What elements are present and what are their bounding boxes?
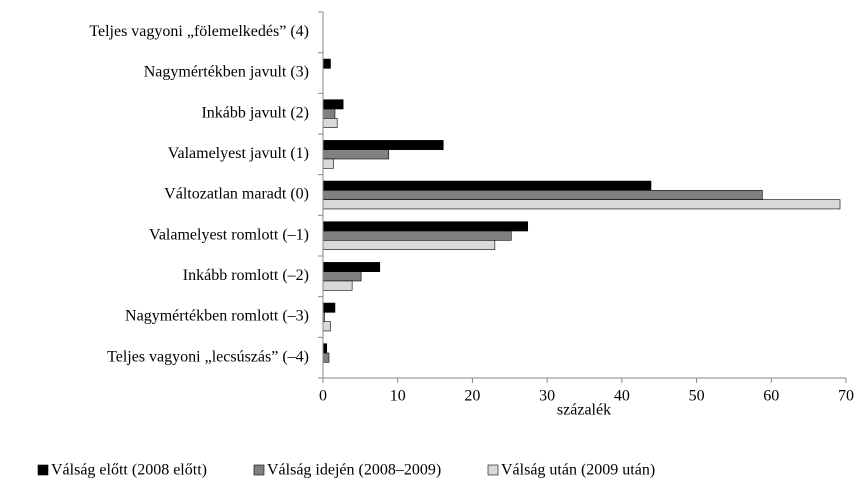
bar (322, 118, 338, 128)
y-tick-label: Valamelyest javult (1) (168, 145, 309, 162)
bar (322, 108, 336, 119)
y-tick-label: Változatlan maradt (0) (164, 186, 309, 203)
legend-label: Válság után (2009 után) (501, 462, 655, 479)
x-tick-label: 10 (390, 388, 406, 405)
legend-label: Válság idején (2008–2009) (267, 462, 441, 479)
x-tick-label: 0 (319, 388, 327, 405)
bar (322, 158, 334, 169)
x-tick-label: 50 (689, 388, 705, 405)
bar (322, 343, 328, 354)
y-tick-label: Teljes vagyoni „fölemelkedés” (4) (89, 23, 309, 40)
x-tick-label: 30 (539, 388, 555, 405)
bar (322, 240, 496, 250)
bar (322, 180, 652, 191)
bar (322, 221, 529, 232)
legend-label: Válság előtt (2008 előtt) (51, 462, 207, 479)
y-tick-label: Nagymértékben javult (3) (144, 64, 309, 81)
legend-swatch (253, 464, 265, 476)
bar (322, 321, 331, 332)
bar (322, 280, 353, 291)
bar (322, 140, 444, 150)
bar (322, 149, 390, 160)
y-tick-label: Inkább romlott (–2) (183, 267, 309, 284)
bar (322, 190, 763, 200)
x-tick-label: 60 (763, 388, 779, 405)
bar (322, 262, 381, 272)
legend-swatch (487, 464, 499, 476)
bar (322, 352, 330, 363)
bar (322, 230, 512, 241)
x-axis-label: százalék (557, 402, 611, 419)
bar (322, 199, 841, 210)
y-tick-label: Nagymértékben romlott (–3) (125, 308, 309, 325)
bar (322, 58, 331, 69)
y-tick-label: Teljes vagyoni „lecsúszás” (–4) (107, 348, 309, 365)
legend-swatch (37, 464, 49, 476)
y-tick-label: Inkább javult (2) (201, 104, 309, 121)
y-tick-label: Valamelyest romlott (–1) (149, 226, 309, 243)
x-tick-label: 40 (614, 388, 630, 405)
x-tick-label: 70 (838, 388, 854, 405)
bar (322, 271, 362, 282)
bar (322, 302, 336, 313)
x-tick-label: 20 (464, 388, 480, 405)
bar (322, 99, 344, 110)
